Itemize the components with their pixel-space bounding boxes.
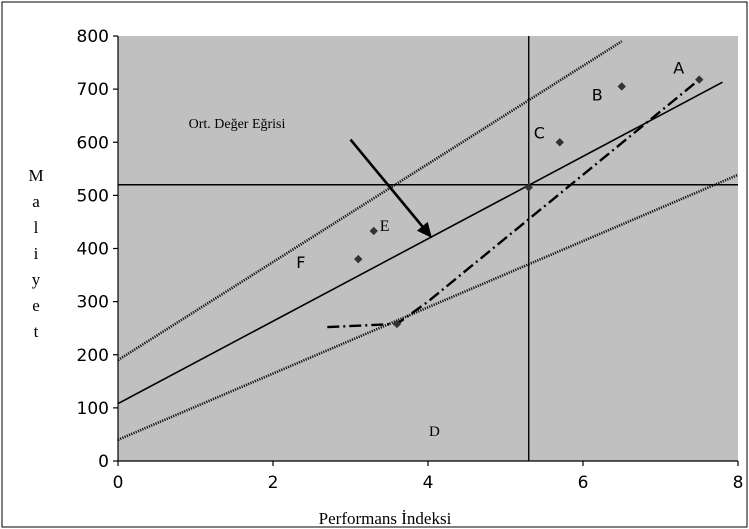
y-axis-title-char: l xyxy=(34,218,39,237)
series-line-average xyxy=(118,81,723,405)
y-axis-title-char: e xyxy=(32,296,40,315)
x-axis-title: Performans İndeksi xyxy=(319,509,452,528)
y-axis-title-char: a xyxy=(32,192,40,211)
x-tick-label: 6 xyxy=(578,473,589,493)
series-line-4 xyxy=(327,78,701,329)
lines-layer xyxy=(118,36,738,461)
data-point-e xyxy=(369,226,378,236)
point-label-d: D xyxy=(429,424,440,440)
y-axis-title-char: t xyxy=(34,322,39,341)
y-axis-title-char: y xyxy=(32,270,41,289)
y-tick-label: 200 xyxy=(77,346,109,366)
points-layer xyxy=(354,75,704,329)
x-tick-label: 0 xyxy=(113,473,124,493)
y-tick-label: 400 xyxy=(77,240,109,260)
annotation-arrow-shaft xyxy=(349,138,428,233)
data-point-a xyxy=(695,75,704,84)
y-tick-label: 0 xyxy=(98,452,109,472)
data-point-c xyxy=(555,138,564,147)
data-point-f xyxy=(354,254,363,264)
data-point-b xyxy=(617,82,626,91)
series-line-2 xyxy=(118,40,623,362)
y-axis-title-char: M xyxy=(28,166,43,185)
y-tick-label: 600 xyxy=(77,133,109,153)
y-tick-label: 500 xyxy=(77,186,109,206)
point-label-c: C xyxy=(534,123,545,142)
point-label-e: E xyxy=(380,218,390,235)
labels-layer: A B C D E F xyxy=(296,59,684,440)
data-point-d xyxy=(392,319,402,329)
y-axis-title-char: i xyxy=(34,244,39,263)
annotation-label: Ort. Değer Eğrisi xyxy=(189,117,286,132)
plot-area xyxy=(118,36,738,461)
point-label-b: B xyxy=(592,85,603,104)
point-label-f: F xyxy=(296,253,305,272)
annotation-arrow-head xyxy=(416,221,432,238)
y-tick-label: 700 xyxy=(77,80,109,100)
x-tick-label: 2 xyxy=(268,473,279,493)
y-tick-label: 800 xyxy=(77,27,109,47)
y-tick-label: 100 xyxy=(77,399,109,419)
y-tick-label: 300 xyxy=(77,293,109,313)
series-line-3 xyxy=(118,173,738,441)
point-label-a: A xyxy=(673,59,684,78)
x-tick-label: 8 xyxy=(733,473,744,493)
data-point-intersection xyxy=(524,183,533,192)
x-tick-label: 4 xyxy=(423,473,434,493)
